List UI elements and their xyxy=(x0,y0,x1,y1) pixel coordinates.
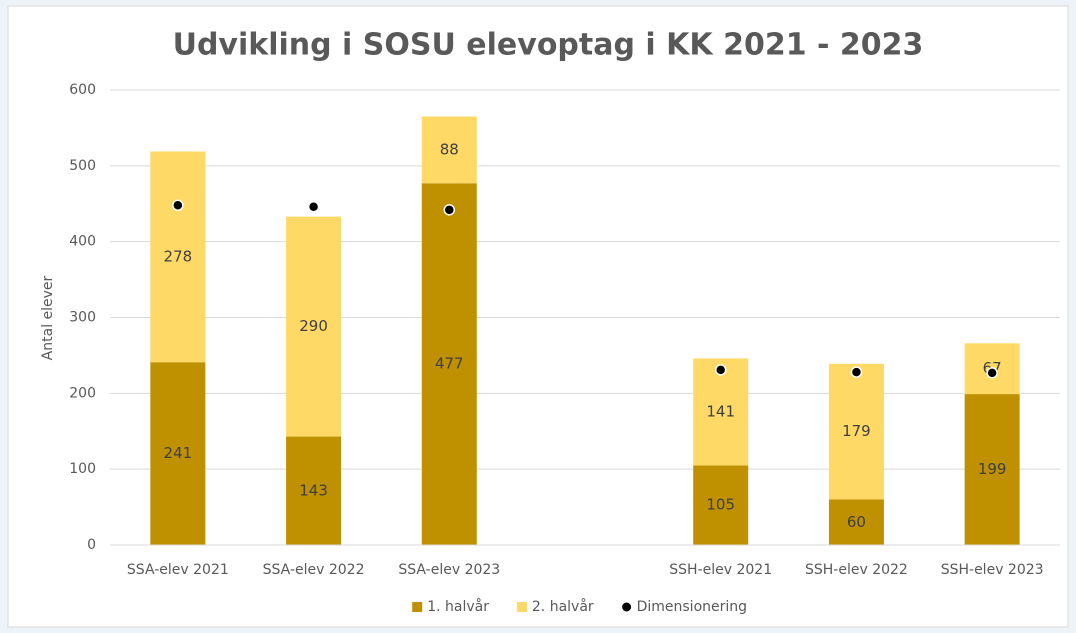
data-label: 477 xyxy=(435,355,464,373)
data-label: 179 xyxy=(842,422,871,440)
x-tick-label: SSH-elev 2022 xyxy=(805,562,908,578)
bar-segment xyxy=(693,358,749,466)
legend-swatch xyxy=(412,602,423,612)
data-label: 199 xyxy=(978,460,1007,478)
marker xyxy=(714,364,727,376)
legend-label: 1. halvår xyxy=(427,598,489,615)
bar-segment xyxy=(150,362,206,545)
bar-segment xyxy=(286,436,342,545)
y-tick-label: 400 xyxy=(69,234,96,250)
bar-segment xyxy=(693,465,749,545)
data-label: 278 xyxy=(164,247,193,265)
data-label: 141 xyxy=(706,402,735,420)
legend-label: Dimensionering xyxy=(637,599,747,615)
data-label: 88 xyxy=(440,140,459,158)
bar-segment xyxy=(150,151,206,363)
marker xyxy=(172,199,184,212)
legend-swatch xyxy=(621,601,633,613)
marker xyxy=(307,201,320,213)
marker xyxy=(850,366,863,378)
data-label: 143 xyxy=(299,481,328,499)
y-axis-title: Antal elever xyxy=(40,275,56,360)
y-tick-label: 300 xyxy=(69,310,96,326)
data-label: 60 xyxy=(847,513,866,531)
x-tick-label: SSA-elev 2023 xyxy=(398,562,500,578)
x-tick-label: SSH-elev 2023 xyxy=(941,562,1044,578)
y-tick-label: 100 xyxy=(69,461,96,477)
bar-segment xyxy=(421,116,477,184)
bar-segment xyxy=(828,363,884,500)
y-tick-label: 600 xyxy=(69,82,96,98)
data-label: 105 xyxy=(706,496,735,514)
y-tick-label: 500 xyxy=(69,158,96,174)
legend-label: 2. halvår xyxy=(532,598,594,615)
bar-segment xyxy=(421,183,477,545)
chart-title: Udvikling i SOSU elevoptag i KK 2021 - 2… xyxy=(173,28,924,63)
y-tick-label: 0 xyxy=(87,537,96,553)
legend-swatch xyxy=(516,602,527,612)
y-tick-label: 200 xyxy=(69,385,96,401)
x-tick-label: SSA-elev 2022 xyxy=(263,562,365,578)
x-tick-label: SSA-elev 2021 xyxy=(127,562,229,578)
bar-segment xyxy=(828,499,884,545)
bar-segment xyxy=(964,394,1020,545)
marker xyxy=(443,204,456,216)
marker xyxy=(986,367,998,379)
bar-segment xyxy=(286,216,342,437)
data-label: 241 xyxy=(164,444,193,462)
x-tick-label: SSH-elev 2021 xyxy=(669,562,772,578)
data-label: 290 xyxy=(299,317,328,335)
